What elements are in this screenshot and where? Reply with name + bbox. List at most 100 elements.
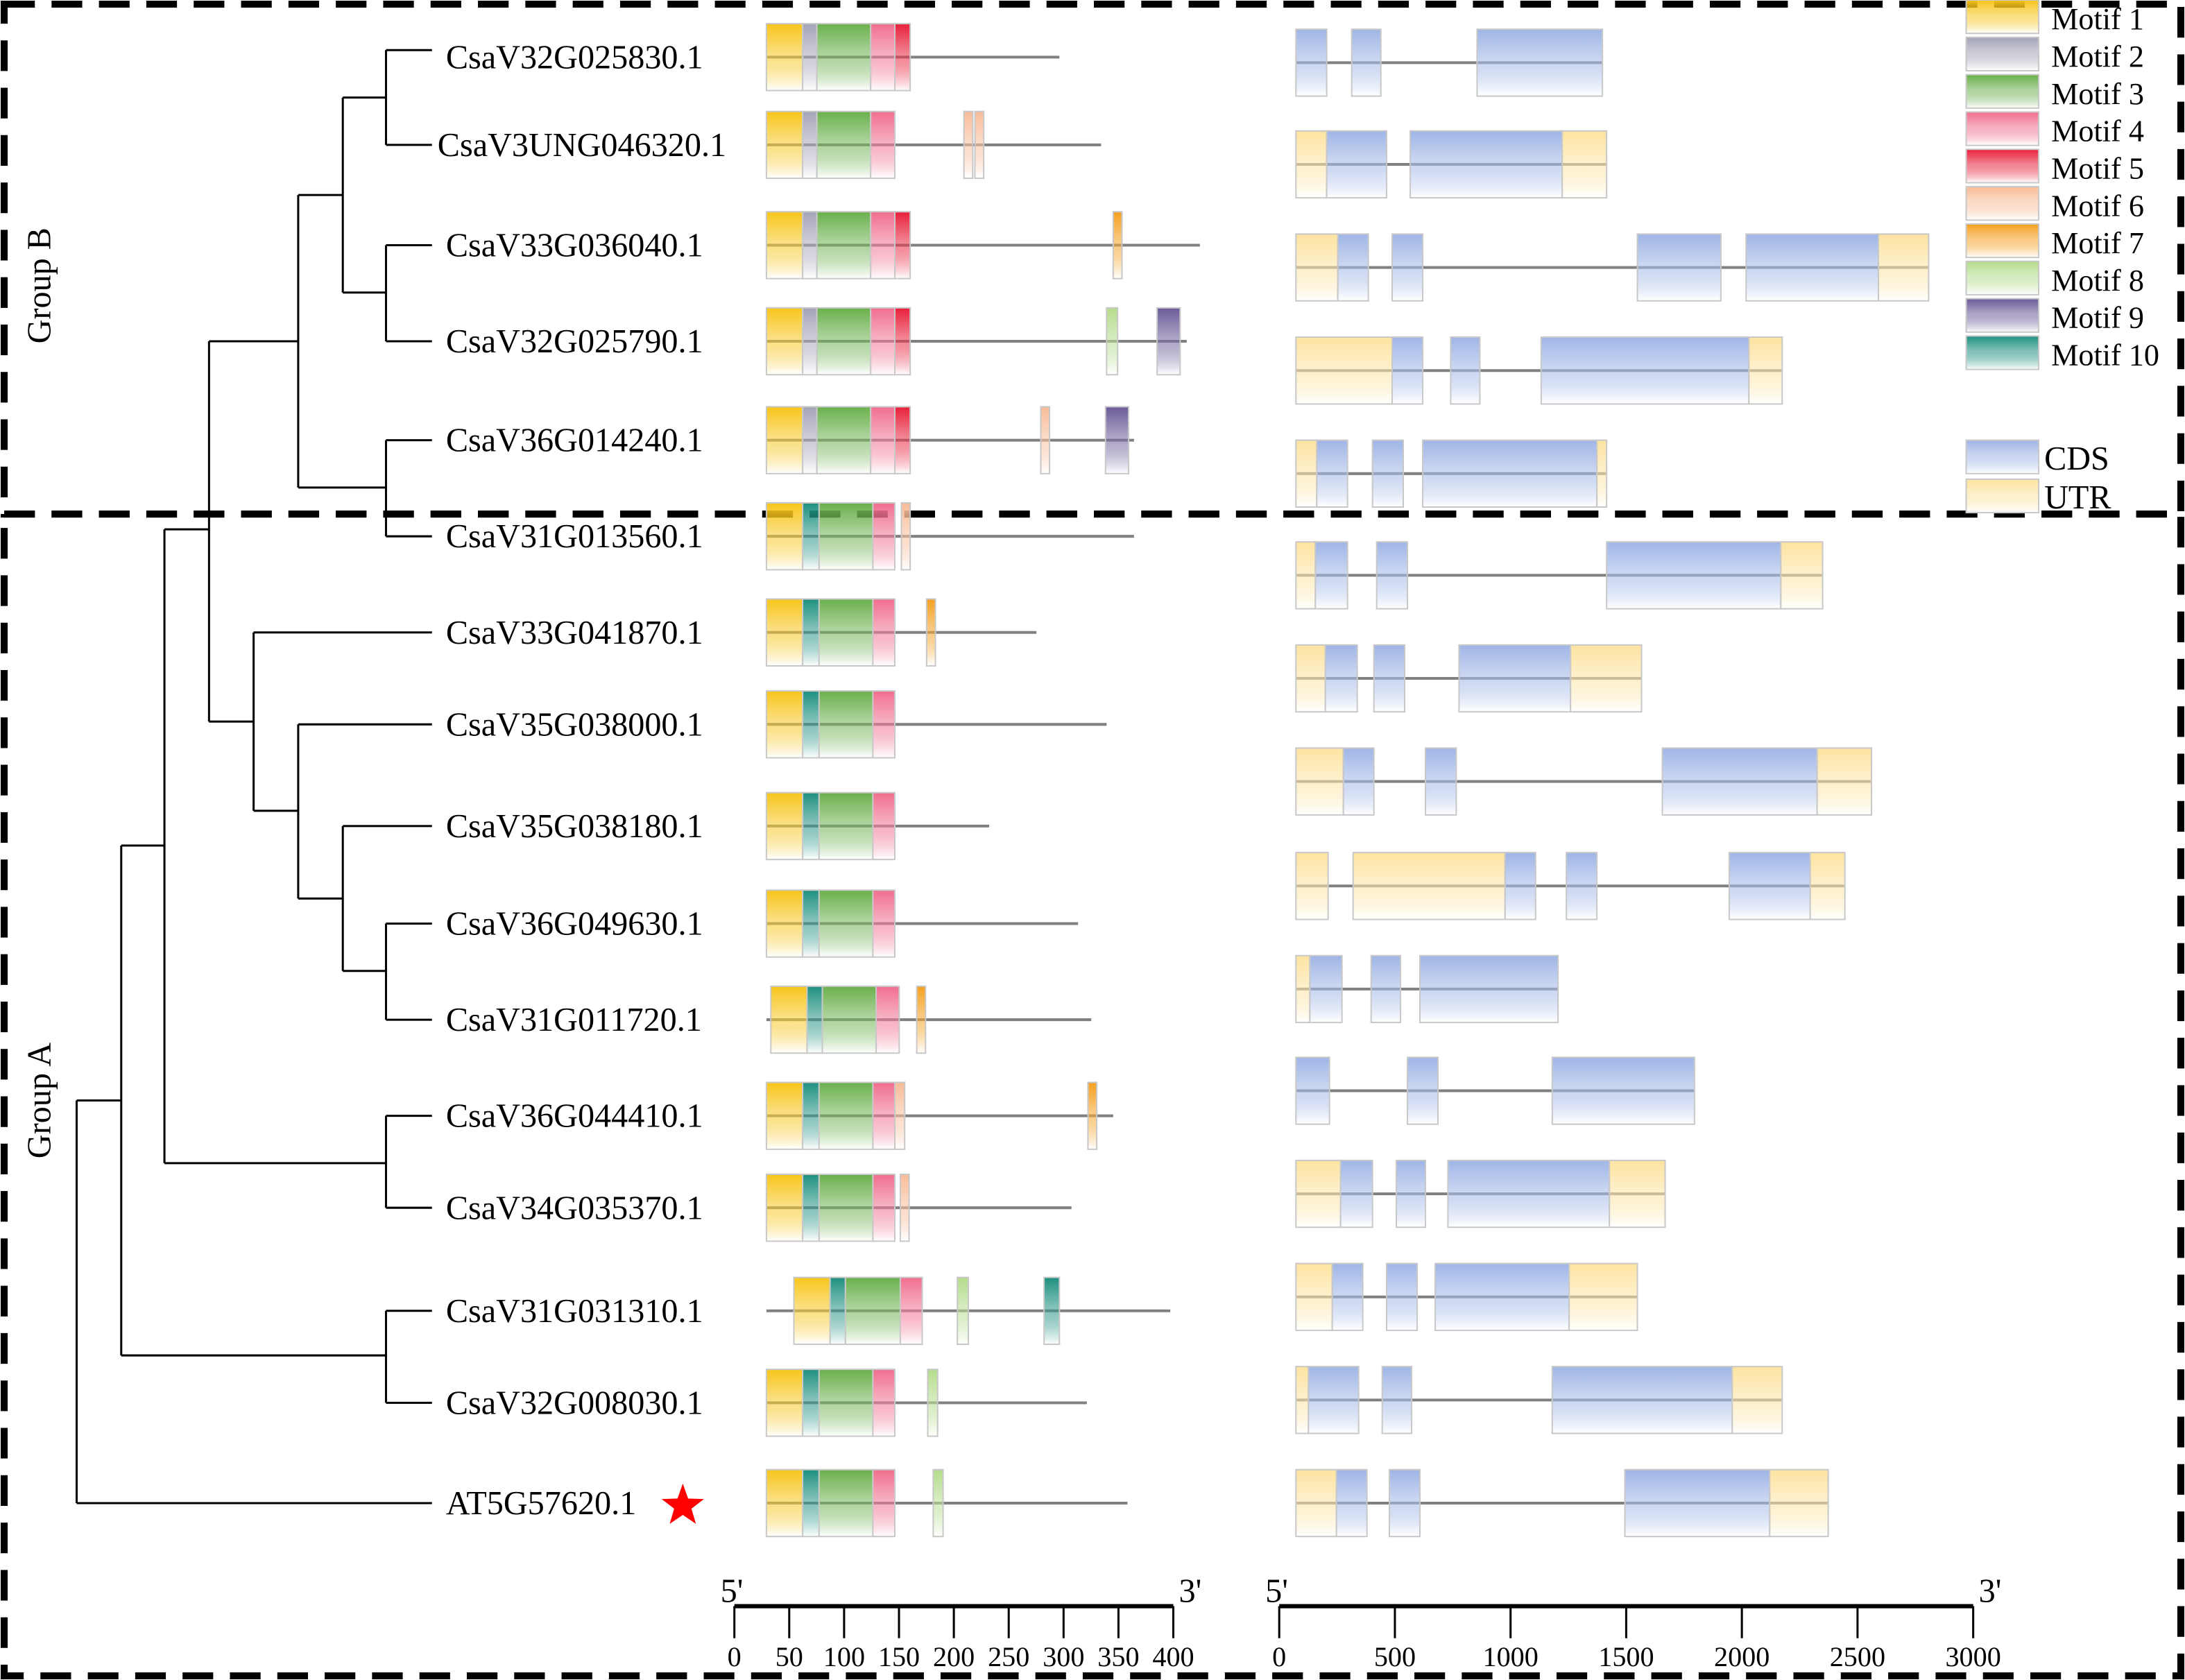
motif-row <box>765 1081 1113 1150</box>
cds-box <box>1370 954 1402 1024</box>
utr-box <box>1295 233 1339 302</box>
axis-tick-label: 50 <box>776 1641 803 1672</box>
motif-7-box <box>1087 1081 1098 1150</box>
motif-10-box <box>802 598 820 667</box>
utr-box <box>1295 439 1318 508</box>
gene-label: CsaV32G025790.1 <box>446 323 703 360</box>
cds-box <box>1396 1159 1427 1228</box>
motif-4-box <box>870 110 896 180</box>
gene-structure-row <box>1295 1262 1638 1331</box>
utr-box <box>1769 1468 1829 1538</box>
motif-1-box <box>765 307 804 376</box>
utr-box <box>1295 1262 1333 1331</box>
legend-label: Motif 8 <box>2051 264 2144 298</box>
motif-4-box <box>872 690 896 759</box>
motif-8-box <box>932 1468 944 1538</box>
gene-label: CsaV32G008030.1 <box>446 1385 703 1421</box>
axis-tick-label: 1500 <box>1598 1641 1654 1672</box>
motif-4-box <box>872 1369 896 1437</box>
axis-tick-label: 0 <box>1272 1641 1286 1672</box>
utr-box <box>1295 336 1394 405</box>
motif-3-box <box>821 985 877 1054</box>
gene-labels: CsaV32G025830.1 CsaV3UNG046320.1 CsaV33G03… <box>438 39 726 1524</box>
motif-row <box>765 598 1037 667</box>
motif-7-box <box>1112 211 1123 280</box>
axis-tick-label: 100 <box>823 1641 865 1672</box>
five-prime-label: 5' <box>721 1573 744 1610</box>
legend-swatch-utr <box>1965 478 2040 514</box>
legend-label: Motif 5 <box>2051 151 2144 185</box>
motif-10-box <box>802 1369 820 1437</box>
motif-10-box <box>802 1081 820 1150</box>
motif-6-box <box>894 1081 906 1150</box>
motif-9-box <box>1104 406 1129 474</box>
gene-label: CsaV34G035370.1 <box>446 1190 703 1226</box>
three-prime-label: 3' <box>1179 1573 1202 1610</box>
cds-box <box>1551 1056 1695 1125</box>
legend-swatch-motif-6 <box>1965 186 2040 221</box>
legend-swatch-cds <box>1965 439 2040 474</box>
gene-label: CsaV33G041870.1 <box>446 615 703 651</box>
cds-box <box>1337 233 1369 302</box>
utr-box <box>1816 747 1873 816</box>
cds-box <box>1335 1468 1368 1538</box>
motif-8-box <box>957 1276 970 1346</box>
axis-tick-label: 500 <box>1374 1641 1416 1672</box>
motif-3-box <box>818 1173 874 1242</box>
motif-10-box <box>802 502 820 571</box>
legend-label: UTR <box>2044 479 2111 516</box>
utr-box <box>1561 130 1608 199</box>
motif-1-box <box>765 211 804 280</box>
legend-label: Motif 2 <box>2051 40 2144 74</box>
motif-3-box <box>816 211 872 280</box>
utr-box <box>1568 1262 1638 1331</box>
gene-structure-row <box>1295 1366 1783 1434</box>
motif-4-box <box>875 985 900 1054</box>
cds-box <box>1314 541 1348 610</box>
scale-axes: 0 50 100 150 200 250 300 350 400 5' 3' 0 500 1000 1500… <box>721 1573 2002 1672</box>
gene-structure-row <box>1295 439 1608 508</box>
motif-3-box <box>816 307 872 376</box>
gene-label: CsaV35G038180.1 <box>446 808 703 845</box>
utr-box <box>1295 130 1328 199</box>
cds-box <box>1476 28 1604 97</box>
motif-1-box <box>765 1173 804 1242</box>
utr-box <box>1731 1366 1783 1434</box>
cds-box <box>1376 541 1409 610</box>
motif-3-box <box>816 23 872 92</box>
motif-2-box <box>802 307 818 376</box>
cds-box <box>1409 130 1563 199</box>
motif-4-box <box>870 307 896 376</box>
axis-tick-label: 300 <box>1043 1641 1084 1672</box>
group-b-label: Group B <box>21 228 58 343</box>
motif-5-box <box>894 406 911 474</box>
legend-label: Motif 10 <box>2051 338 2159 372</box>
cds-box <box>1371 439 1405 508</box>
motif-1-box <box>765 1081 804 1150</box>
motif-row <box>765 211 1200 280</box>
utr-box <box>1295 1159 1342 1228</box>
axis-tick-label: 3000 <box>1945 1641 2000 1672</box>
gene-label: CsaV31G011720.1 <box>446 1002 702 1038</box>
cds-box <box>1606 541 1782 610</box>
motif-8-box <box>927 1369 939 1437</box>
cds-box <box>1389 1468 1421 1538</box>
utr-box <box>1295 747 1344 816</box>
motif-3-box <box>818 889 874 958</box>
cds-box <box>1540 336 1750 405</box>
cds-box <box>1295 28 1328 97</box>
motif-2-box <box>802 23 818 92</box>
motif-row <box>765 889 1079 958</box>
gene-label: CsaV31G013560.1 <box>446 518 703 555</box>
utr-box <box>1295 1366 1310 1434</box>
utr-box <box>1352 852 1506 920</box>
motif-1-box <box>793 1276 831 1346</box>
motif-5-box <box>894 23 911 92</box>
cds-box <box>1636 233 1722 302</box>
motif-4-box <box>870 406 896 474</box>
gene-label: CsaV32G025830.1 <box>446 39 703 76</box>
group-a-label: Group A <box>21 1043 58 1158</box>
gene-structure-row <box>1295 336 1783 405</box>
motif-4-box <box>870 23 896 92</box>
